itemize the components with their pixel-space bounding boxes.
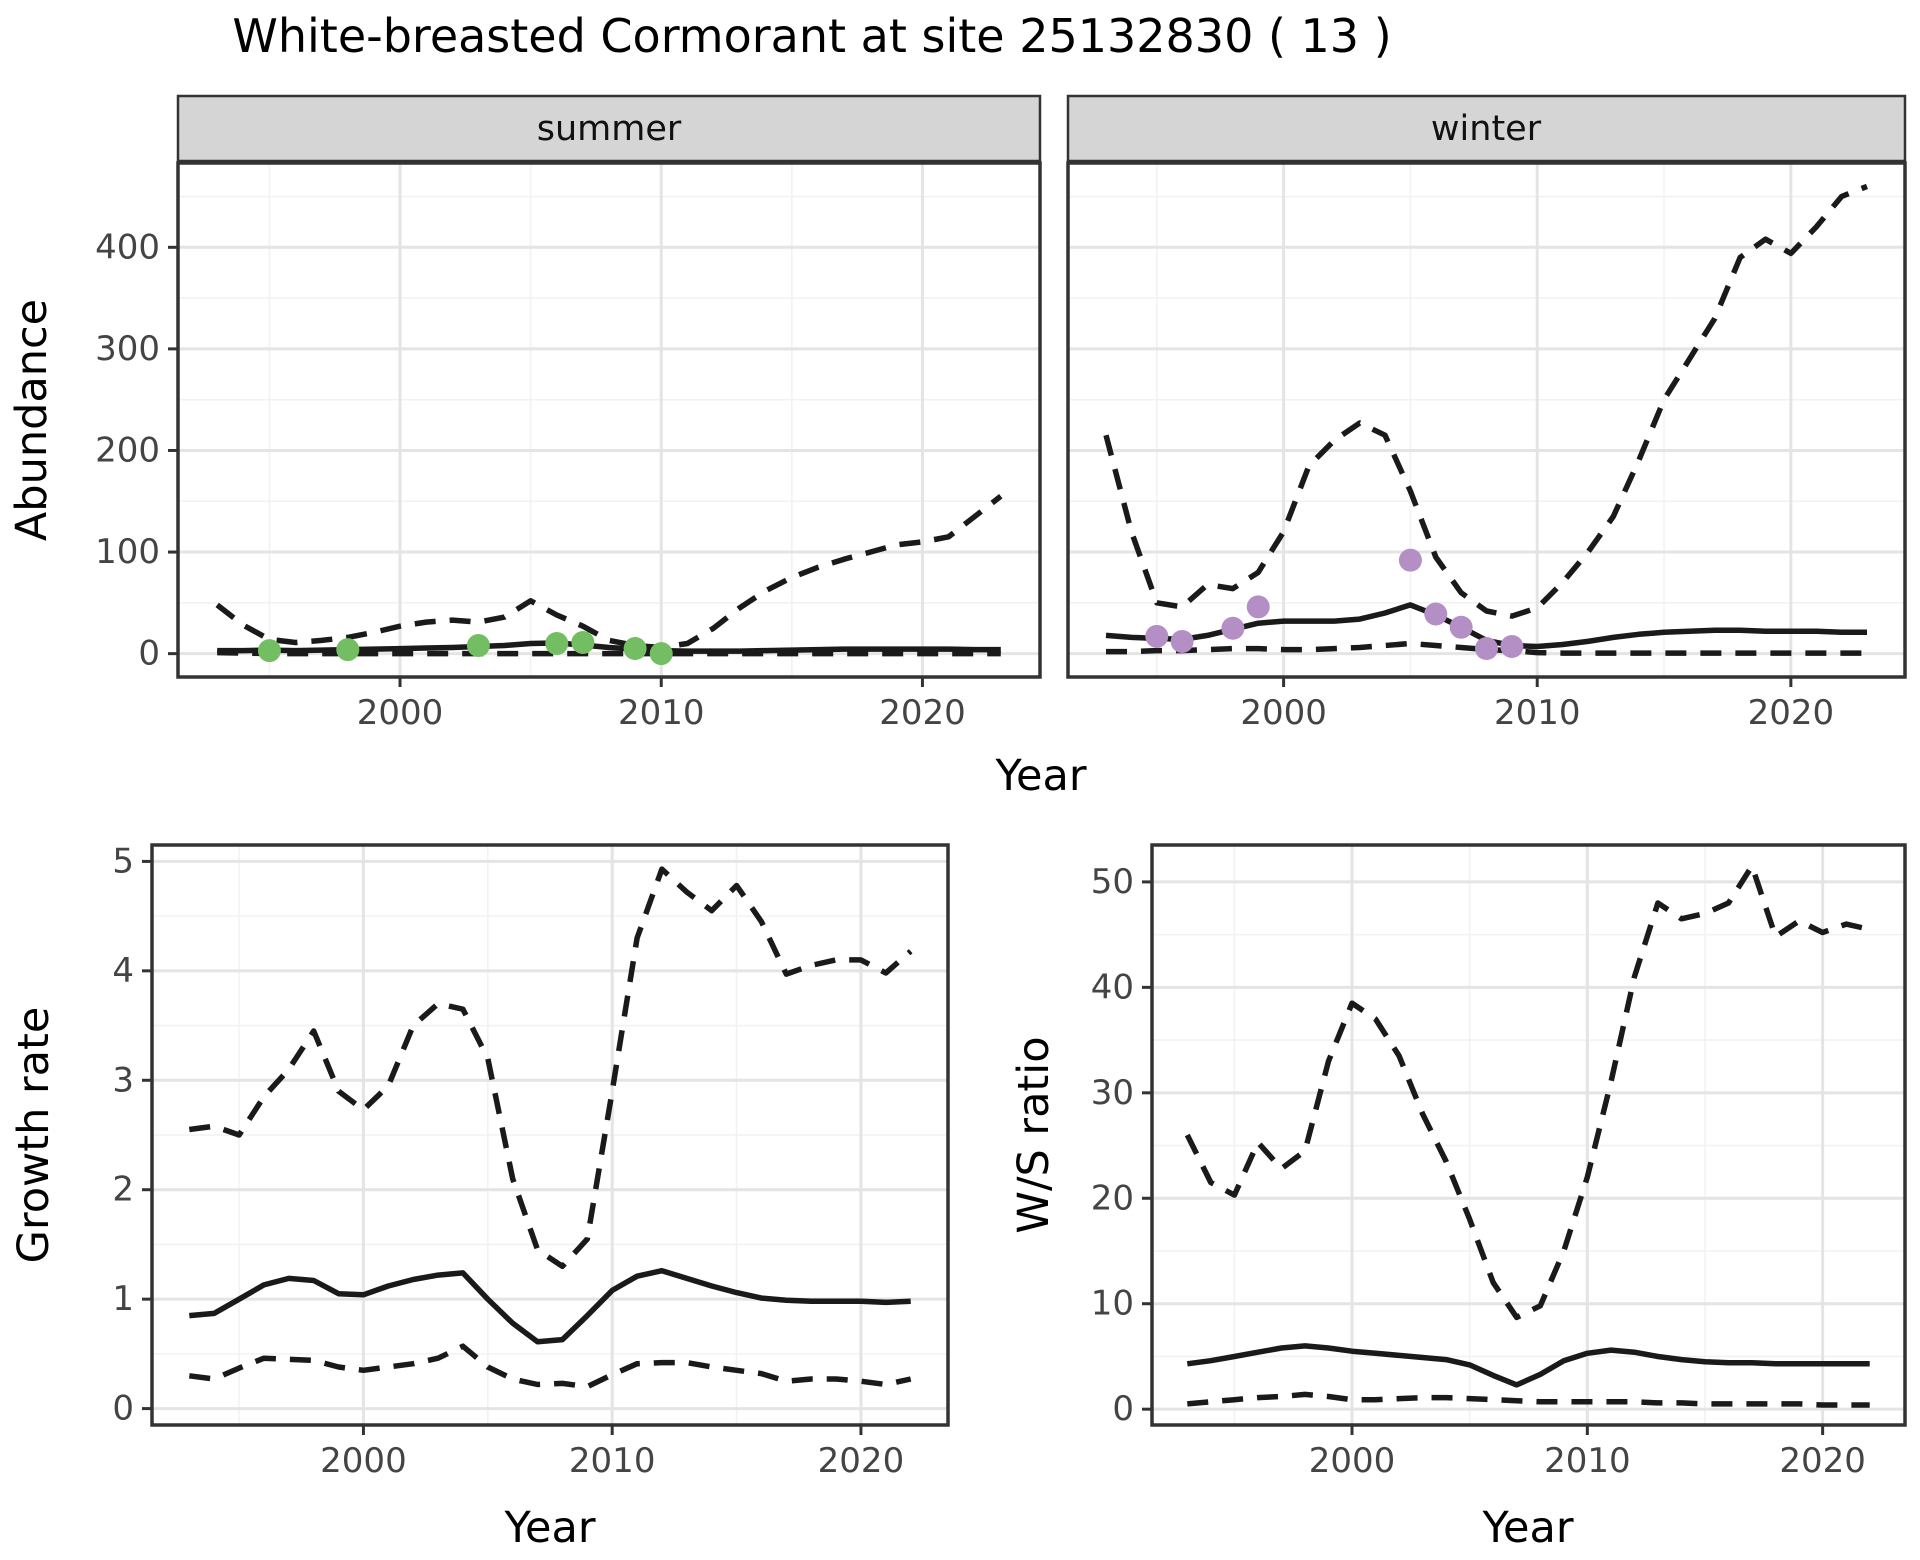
x-axis-title-year-top: Year [994,751,1086,801]
y-tick-label: 4 [112,951,134,991]
y-tick-label: 0 [1112,1389,1134,1429]
x-axis-title-year-bottom-right: Year [1481,1503,1573,1553]
ws-ratio-lower-credible-bound-line [1187,1391,1870,1408]
abundance-summer-observed-point [545,631,569,655]
x-tick-label: 2020 [879,693,966,733]
growth-rate-fitted-median-line [189,1267,911,1345]
y-tick-label: 0 [112,1389,134,1429]
x-tick-label: 2010 [1494,693,1581,733]
y-tick-label: 400 [95,227,160,267]
panel-ws-ratio: 2000 2010 2020 0 10 20 30 40 50 [1091,843,1907,1481]
facet-strip-winter [1066,94,1907,163]
abundance-winter-series [1103,183,1869,661]
x-tick-label: 2020 [818,1441,905,1481]
growth-rate-series [188,866,913,1390]
x-tick-label: 2000 [1240,693,1327,733]
y-axis-title-growth-rate: Growth rate [9,1007,59,1264]
growth-rate-lower-credible-bound-line [188,1343,912,1390]
ws-ratio-fitted-median-line [1186,1343,1870,1388]
y-axis-title-abundance: Abundance [7,299,57,541]
y-tick-label: 2 [112,1170,134,1210]
y-tick-label: 1 [112,1279,134,1319]
abundance-summer-border [176,161,1042,679]
ws-ratio-border [1150,843,1907,1427]
x-tick-label: 2000 [357,693,444,733]
abundance-summer-observed-point [649,642,673,666]
facet-strip-summer-label: summer [537,109,682,149]
y-tick-label: 10 [1091,1284,1134,1324]
growth-rate-border [150,843,950,1427]
ws-ratio-upper-credible-bound-line [1184,863,1871,1321]
y-tick-label: 0 [138,634,160,674]
abundance-summer-observed-point [257,639,281,663]
abundance-summer-observed-point [571,630,595,654]
abundance-summer-observed-point [623,637,647,661]
facet-strip-summer [176,94,1042,163]
x-tick-label: 2000 [1309,1441,1396,1481]
x-tick-label: 2000 [320,1441,407,1481]
abundance-winter-observed-point [1246,595,1270,619]
y-tick-label: 3 [112,1060,134,1100]
x-tick-label: 2010 [569,1441,656,1481]
panel-growth-rate: 2000 2010 2020 0 1 2 3 4 5 [112,841,950,1481]
abundance-winter-observed-point [1500,635,1524,659]
x-tick-label: 2020 [1748,693,1835,733]
abundance-winter-observed-point [1449,615,1473,639]
x-tick-label: 2010 [618,693,705,733]
y-tick-label: 5 [112,841,134,881]
growth-rate-upper-credible-bound-line [188,866,913,1270]
y-tick-label: 50 [1091,862,1134,902]
x-axis-title-year-bottom-left: Year [503,1503,595,1553]
facet-strip-winter-label: winter [1431,109,1542,149]
abundance-winter-border [1066,161,1907,679]
x-tick-label: 2010 [1544,1441,1631,1481]
abundance-winter-observed-point [1475,637,1498,661]
y-tick-label: 40 [1091,967,1134,1007]
y-tick-label: 300 [95,329,160,369]
y-tick-label: 100 [95,532,160,572]
figure-title: White-breasted Cormorant at site 2513283… [232,9,1391,63]
abundance-winter-observed-point [1424,602,1448,626]
abundance-winter-observed-point [1221,616,1245,640]
panel-abundance-winter: 2000 2010 2020 [1066,161,1907,733]
panel-abundance-summer: 2000 2010 2020 0 100 200 300 400 [95,161,1042,733]
y-axis-title-ws-ratio: W/S ratio [1009,1036,1059,1233]
abundance-winter-observed-point [1398,548,1422,572]
x-tick-label: 2020 [1779,1441,1866,1481]
abundance-summer-fitted-median-line [217,640,1001,654]
abundance-summer-series [215,494,1003,666]
ws-ratio-series [1184,863,1871,1408]
abundance-summer-observed-point [466,634,490,658]
abundance-summer-upper-credible-bound-line [215,494,1003,651]
y-tick-label: 200 [95,430,160,470]
abundance-winter-lower-credible-bound-line [1106,640,1867,656]
abundance-summer-observed-point [336,638,360,662]
abundance-summer-lower-credible-bound-line [217,649,1001,657]
abundance-winter-upper-credible-bound-line [1103,183,1869,619]
abundance-winter-observed-point [1170,629,1194,653]
y-tick-label: 30 [1091,1073,1134,1113]
abundance-winter-observed-point [1145,624,1169,648]
y-tick-label: 20 [1091,1178,1134,1218]
